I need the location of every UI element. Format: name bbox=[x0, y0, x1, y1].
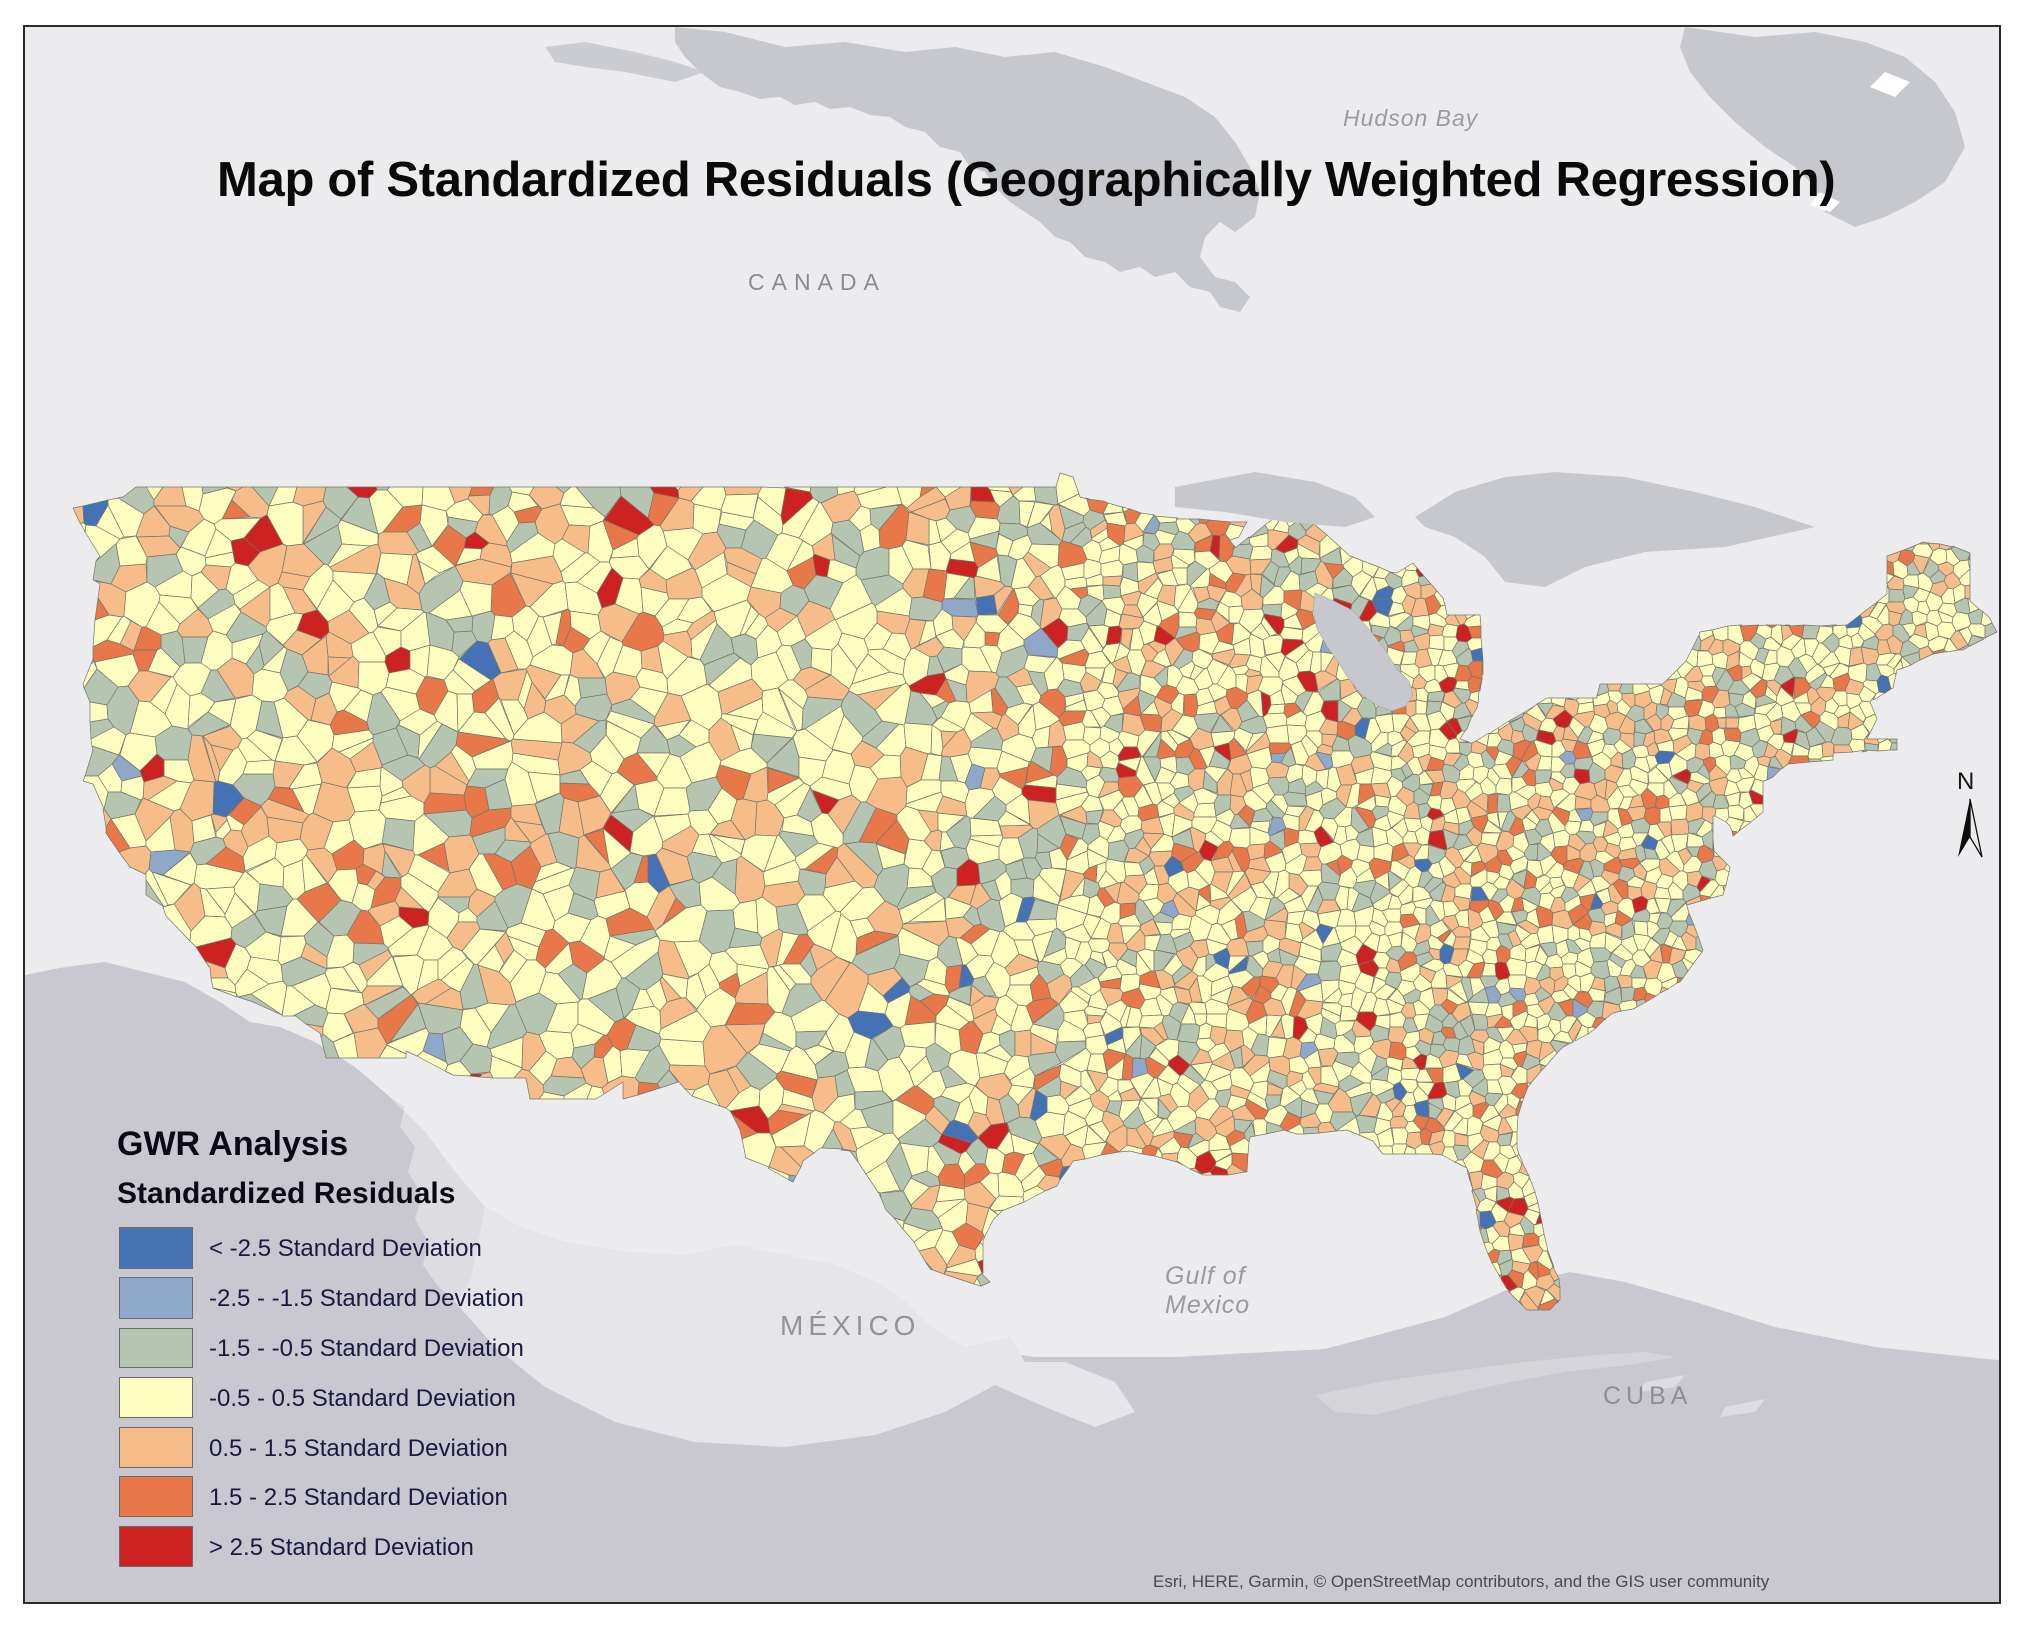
svg-text:N: N bbox=[1957, 769, 1974, 795]
